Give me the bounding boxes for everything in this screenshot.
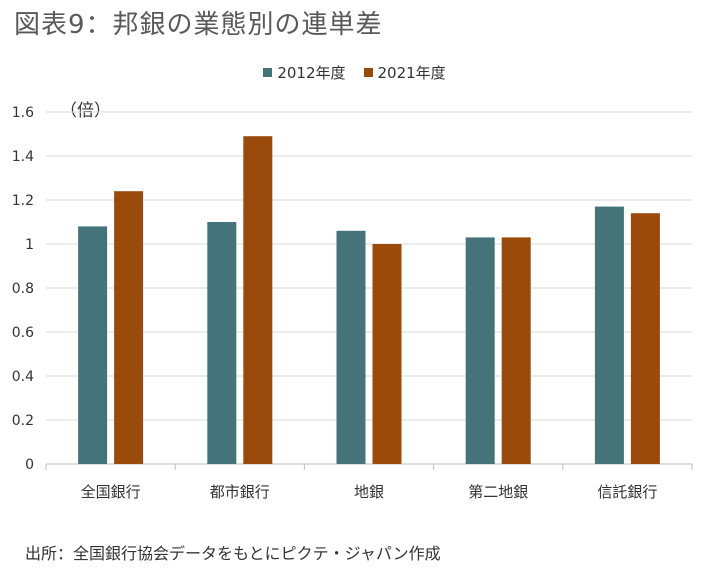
x-category-label: 地銀	[354, 483, 384, 501]
x-category-label: 信託銀行	[597, 483, 657, 501]
bar-2021-1	[243, 136, 273, 464]
source-note: 出所：全国銀行協会データをもとにピクテ・ジャパン作成	[25, 544, 441, 563]
y-tick-label: 1.4	[12, 149, 34, 165]
y-tick-label: 0	[25, 457, 34, 473]
legend-label-2012: 2012年度	[277, 64, 346, 82]
legend-item-2012: 2012年度	[263, 62, 346, 83]
y-tick-label: 0.6	[12, 325, 34, 341]
y-tick-label: 1.6	[12, 105, 34, 121]
bar-2012-3	[465, 237, 495, 464]
bar-2012-4	[594, 206, 624, 464]
y-tick-label: 1.2	[12, 193, 34, 209]
bar-2012-1	[207, 222, 237, 464]
y-tick-label: 0.2	[12, 413, 34, 429]
y-tick-label: 0.4	[12, 369, 34, 385]
bar-2021-3	[501, 237, 531, 464]
bar-2021-4	[630, 213, 660, 464]
legend-swatch-2021	[363, 68, 373, 77]
legend-swatch-2012	[263, 68, 273, 77]
legend-item-2021: 2021年度	[363, 62, 446, 83]
legend-label-2021: 2021年度	[377, 64, 446, 82]
bar-2021-0	[114, 191, 144, 464]
y-tick-label: 1	[25, 237, 34, 253]
bar-2021-2	[372, 244, 402, 464]
bar-2012-0	[78, 226, 108, 464]
x-category-label: 都市銀行	[210, 483, 270, 501]
y-tick-label: 0.8	[12, 281, 34, 297]
legend: 2012年度 2021年度	[0, 62, 709, 83]
bar-2012-2	[336, 230, 366, 464]
chart-title: 図表9：邦銀の業態別の連単差	[14, 10, 383, 40]
x-category-label: 第二地銀	[468, 483, 528, 501]
y-axis-unit-label: （倍）	[60, 101, 111, 121]
x-category-label: 全国銀行	[81, 483, 141, 501]
